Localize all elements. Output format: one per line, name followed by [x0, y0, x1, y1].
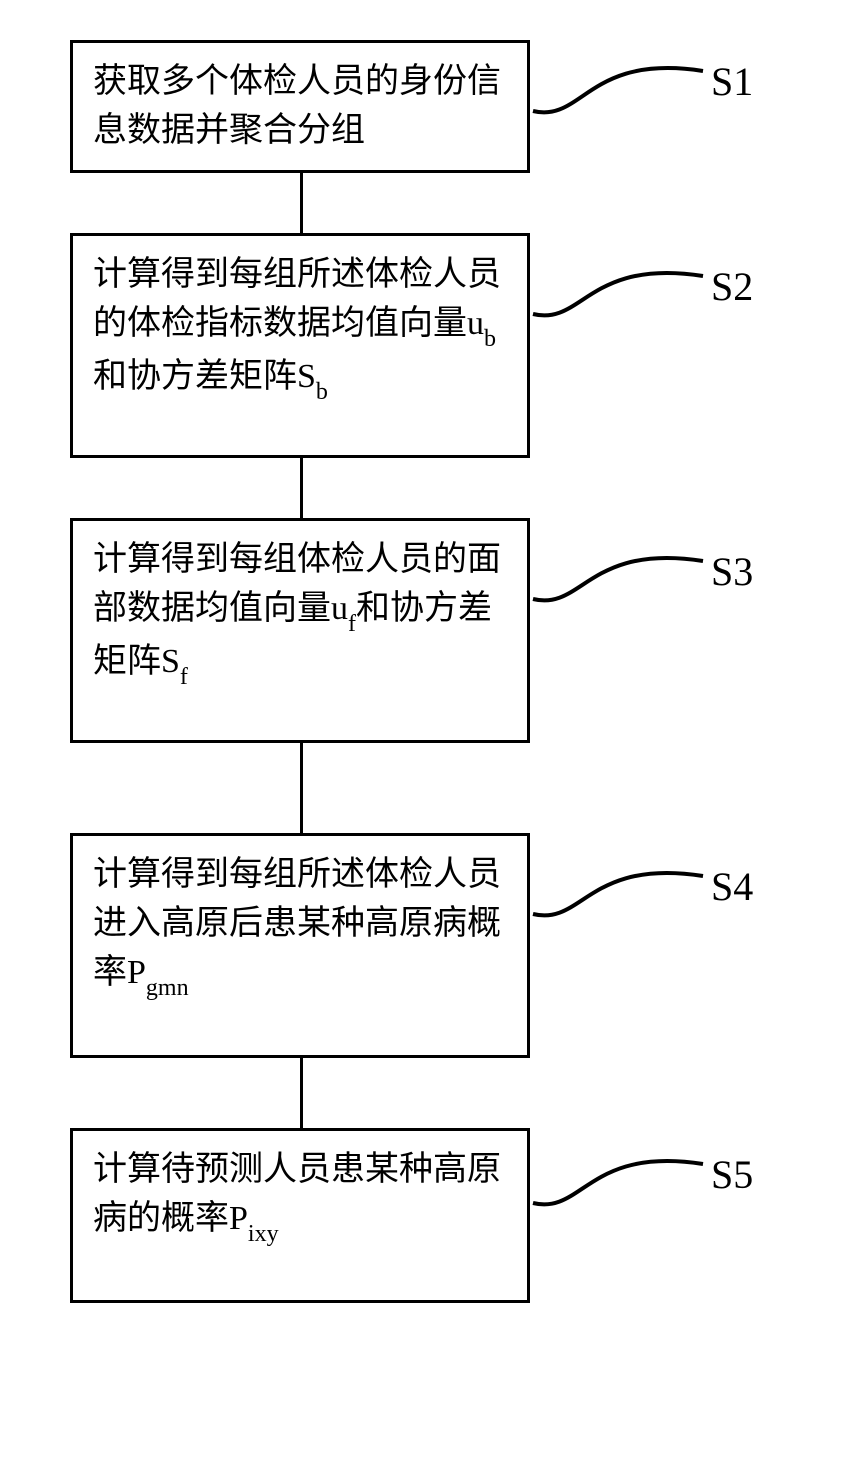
subscript: b [484, 326, 496, 352]
text-segment: 计算待预测人员患某种高原病的概率P [93, 1151, 501, 1237]
step-callout: S5 [533, 1131, 773, 1300]
step-label-s5: S5 [711, 1146, 753, 1204]
flowchart-connector [300, 743, 303, 833]
step-callout: S4 [533, 836, 773, 1055]
callout-curve-icon [527, 230, 767, 475]
flowchart-connector [300, 173, 303, 233]
subscript: gmn [146, 975, 189, 1001]
flowchart-container: 获取多个体检人员的身份信息数据并聚合分组S1计算得到每组所述体检人员的体检指标数… [70, 40, 790, 1303]
text-segment: 计算得到每组所述体检人员的体检指标数据均值向量u [93, 256, 501, 342]
flowchart-connector [300, 458, 303, 518]
flowchart-connector [300, 1058, 303, 1128]
callout-curve-icon [527, 830, 767, 1075]
flowchart-node-s4: 计算得到每组所述体检人员进入高原后患某种高原病概率PgmnS4 [70, 833, 530, 1058]
node-text: 计算待预测人员患某种高原病的概率Pixy [93, 1151, 501, 1237]
node-text: 计算得到每组所述体检人员的体检指标数据均值向量ub和协方差矩阵Sb [93, 256, 501, 396]
text-segment: 计算得到每组所述体检人员进入高原后患某种高原病概率P [93, 856, 501, 992]
step-label-s1: S1 [711, 53, 753, 111]
step-label-s4: S4 [711, 858, 753, 916]
callout-curve-icon [527, 37, 767, 187]
callout-curve-icon [527, 515, 767, 760]
flowchart-node-s3: 计算得到每组体检人员的面部数据均值向量uf和协方差矩阵SfS3 [70, 518, 530, 743]
flowchart-node-s1: 获取多个体检人员的身份信息数据并聚合分组S1 [70, 40, 530, 173]
step-label-s3: S3 [711, 543, 753, 601]
flowchart-node-s5: 计算待预测人员患某种高原病的概率PixyS5 [70, 1128, 530, 1303]
text-segment: 获取多个体检人员的身份信息数据并聚合分组 [93, 63, 501, 149]
subscript: b [316, 379, 328, 405]
subscript: f [180, 664, 188, 690]
flowchart-node-s2: 计算得到每组所述体检人员的体检指标数据均值向量ub和协方差矩阵SbS2 [70, 233, 530, 458]
subscript: f [348, 611, 356, 637]
node-text: 计算得到每组体检人员的面部数据均值向量uf和协方差矩阵Sf [93, 541, 501, 681]
text-segment: 和协方差矩阵S [93, 358, 316, 395]
node-text: 获取多个体检人员的身份信息数据并聚合分组 [93, 63, 501, 149]
step-callout: S2 [533, 236, 773, 455]
node-text: 计算得到每组所述体检人员进入高原后患某种高原病概率Pgmn [93, 856, 501, 992]
step-label-s2: S2 [711, 258, 753, 316]
step-callout: S1 [533, 43, 773, 170]
step-callout: S3 [533, 521, 773, 740]
callout-curve-icon [527, 1125, 767, 1320]
subscript: ixy [248, 1221, 279, 1247]
